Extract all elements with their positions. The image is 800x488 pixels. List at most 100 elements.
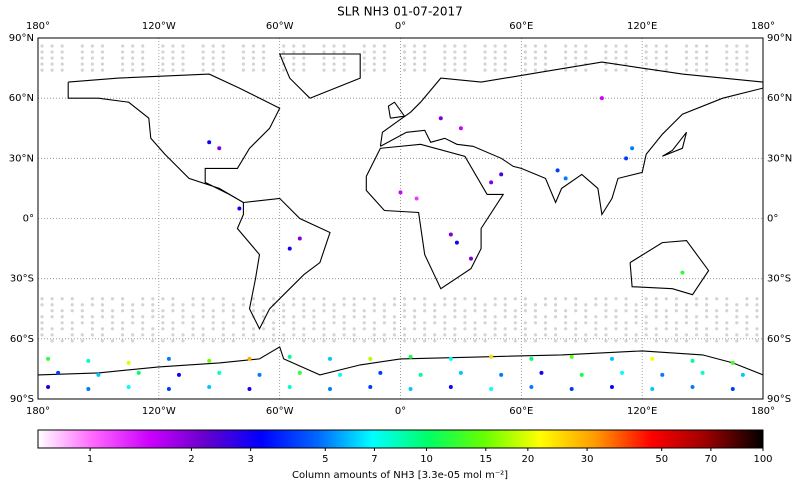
no-data-dot xyxy=(433,339,437,343)
no-data-dot xyxy=(90,56,94,60)
no-data-dot xyxy=(141,303,145,307)
no-data-dot xyxy=(423,321,427,325)
no-data-dot xyxy=(292,50,296,54)
no-data-dot xyxy=(433,309,437,313)
no-data-dot xyxy=(161,56,165,60)
no-data-dot xyxy=(211,339,215,343)
no-data-dot xyxy=(100,297,105,301)
no-data-dot xyxy=(191,303,195,307)
no-data-dot xyxy=(322,297,326,301)
no-data-dot xyxy=(674,303,679,307)
data-point xyxy=(690,358,695,363)
data-point xyxy=(257,372,262,377)
no-data-dot xyxy=(624,62,628,66)
no-data-dot xyxy=(120,321,125,325)
data-point xyxy=(398,190,403,195)
no-data-dot xyxy=(584,321,588,325)
no-data-dot xyxy=(745,68,749,72)
data-point xyxy=(46,356,51,361)
no-data-dot xyxy=(574,297,578,301)
no-data-dot xyxy=(694,321,699,325)
no-data-dot xyxy=(463,56,467,60)
no-data-dot xyxy=(594,297,598,301)
no-data-dot xyxy=(634,315,638,319)
no-data-dot xyxy=(725,56,729,60)
no-data-dot xyxy=(604,44,608,48)
no-data-dot xyxy=(322,309,326,313)
no-data-dot xyxy=(282,339,286,343)
no-data-dot xyxy=(171,303,175,307)
no-data-dot xyxy=(755,333,759,337)
no-data-dot xyxy=(171,68,175,72)
no-data-dot xyxy=(564,56,568,60)
no-data-dot xyxy=(171,321,175,325)
no-data-dot xyxy=(473,297,477,301)
no-data-dot xyxy=(302,50,306,54)
no-data-dot xyxy=(694,56,699,60)
no-data-dot xyxy=(70,297,74,301)
no-data-dot xyxy=(684,315,689,319)
no-data-dot xyxy=(493,297,497,301)
no-data-dot xyxy=(725,309,729,313)
no-data-dot xyxy=(483,50,487,54)
colorbar-tick-label: 1 xyxy=(87,454,93,465)
no-data-dot xyxy=(221,309,225,313)
no-data-dot xyxy=(463,68,467,72)
no-data-dot xyxy=(40,327,44,331)
no-data-dot xyxy=(120,50,125,54)
no-data-dot xyxy=(644,297,648,301)
no-data-dot xyxy=(543,333,548,337)
coastline xyxy=(629,240,710,296)
no-data-dot xyxy=(90,297,94,301)
no-data-dot xyxy=(493,68,497,72)
no-data-dot xyxy=(513,327,517,331)
no-data-dot xyxy=(614,327,618,331)
data-point xyxy=(700,370,705,375)
no-data-dot xyxy=(131,56,135,60)
no-data-dot xyxy=(352,297,356,301)
colorbar xyxy=(37,429,764,449)
no-data-dot xyxy=(745,321,749,325)
no-data-dot xyxy=(574,56,578,60)
no-data-dot xyxy=(523,50,527,54)
no-data-dot xyxy=(322,56,326,60)
no-data-dot xyxy=(382,303,386,307)
no-data-dot xyxy=(705,297,709,301)
no-data-dot xyxy=(312,339,316,343)
data-point xyxy=(529,384,534,389)
x-tick-label: 0° xyxy=(395,406,406,417)
no-data-dot xyxy=(342,327,346,331)
no-data-dot xyxy=(110,327,115,331)
no-data-dot xyxy=(412,68,417,72)
no-data-dot xyxy=(241,50,246,54)
data-point xyxy=(448,384,453,389)
no-data-dot xyxy=(40,297,44,301)
no-data-dot xyxy=(564,339,568,343)
no-data-dot xyxy=(50,339,54,343)
no-data-dot xyxy=(624,327,628,331)
y-tick-label: 60°S xyxy=(767,334,791,345)
data-point xyxy=(328,386,333,391)
no-data-dot xyxy=(423,68,427,72)
x-tick-label: 60°W xyxy=(266,406,294,417)
no-data-dot xyxy=(282,68,286,72)
y-tick-label: 90°S xyxy=(10,394,34,405)
no-data-dot xyxy=(332,315,336,319)
no-data-dot xyxy=(50,62,54,66)
no-data-dot xyxy=(40,44,44,48)
no-data-dot xyxy=(272,333,276,337)
no-data-dot xyxy=(755,339,759,343)
no-data-dot xyxy=(463,315,467,319)
no-data-dot xyxy=(141,321,145,325)
no-data-dot xyxy=(634,309,638,313)
no-data-dot xyxy=(453,327,457,331)
no-data-dot xyxy=(131,303,135,307)
no-data-dot xyxy=(584,333,588,337)
no-data-dot xyxy=(745,303,749,307)
no-data-dot xyxy=(503,297,507,301)
no-data-dot xyxy=(272,327,276,331)
no-data-dot xyxy=(412,50,417,54)
no-data-dot xyxy=(302,56,306,60)
data-point xyxy=(338,372,343,377)
no-data-dot xyxy=(584,44,588,48)
